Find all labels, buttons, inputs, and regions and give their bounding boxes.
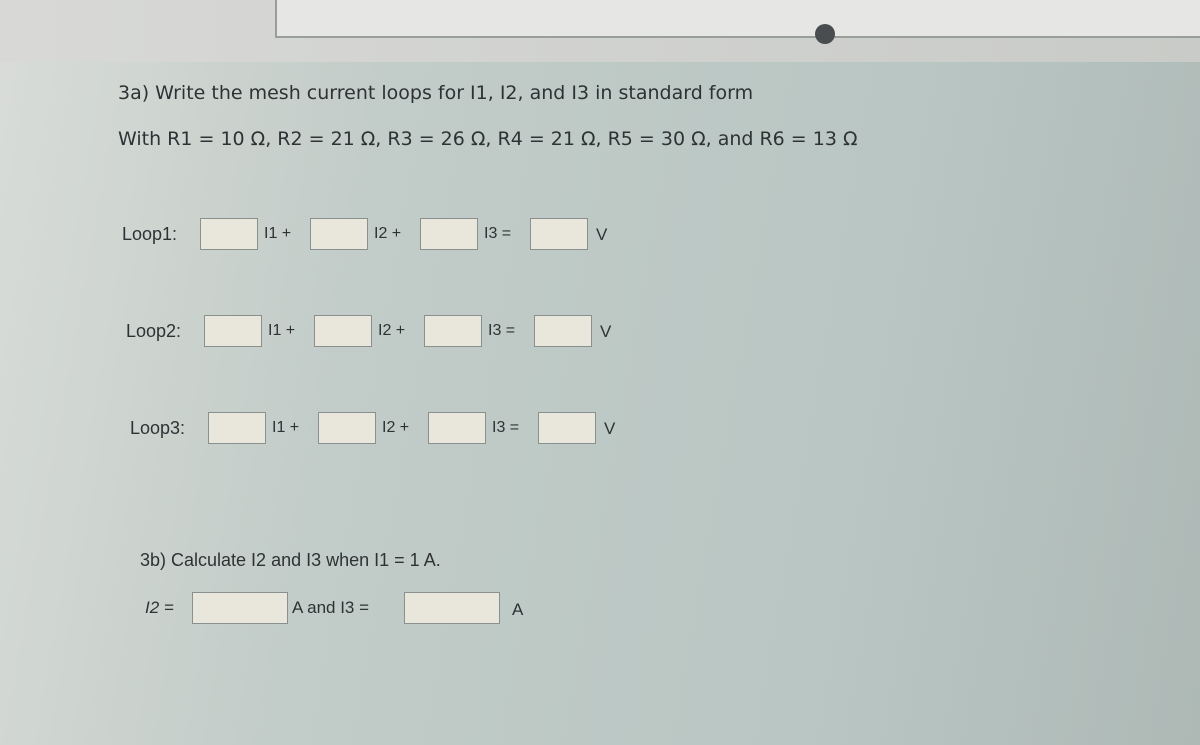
- coefficient-input[interactable]: [204, 315, 262, 347]
- part-b-middle: A and I3 =: [292, 598, 370, 617]
- given-values: With R1 = 10 Ω, R2 = 21 Ω, R3 = 26 Ω, R4…: [118, 128, 858, 150]
- coefficient-input[interactable]: [208, 412, 266, 444]
- coefficient-input[interactable]: [314, 315, 372, 347]
- unit-label: V: [604, 419, 616, 438]
- term-label: I1 +: [272, 419, 300, 436]
- term-label: I3 =: [484, 225, 512, 242]
- loop-label: Loop2:: [126, 321, 182, 341]
- loop-label: Loop1:: [122, 224, 178, 244]
- part-b-label: I2 =: [145, 598, 174, 617]
- term-label: I2 +: [378, 322, 406, 339]
- coefficient-input[interactable]: [420, 218, 478, 250]
- coefficient-input[interactable]: [424, 315, 482, 347]
- i3-input[interactable]: [404, 592, 500, 624]
- coefficient-input[interactable]: [428, 412, 486, 444]
- unit-label: V: [600, 322, 612, 341]
- term-label: I3 =: [488, 322, 516, 339]
- part-b-unit: A: [512, 600, 524, 619]
- term-label: I1 +: [264, 225, 292, 242]
- i2-input[interactable]: [192, 592, 288, 624]
- coefficient-input[interactable]: [530, 218, 588, 250]
- diagram-frame: [275, 0, 1200, 38]
- coefficient-input[interactable]: [534, 315, 592, 347]
- term-label: I2 +: [374, 225, 402, 242]
- loop-label: Loop3:: [130, 418, 186, 438]
- unit-label: V: [596, 225, 608, 244]
- heading: 3a) Write the mesh current loops for I1,…: [118, 82, 754, 104]
- coefficient-input[interactable]: [310, 218, 368, 250]
- diagram-node: [815, 24, 835, 44]
- coefficient-input[interactable]: [538, 412, 596, 444]
- term-label: I1 +: [268, 322, 296, 339]
- term-label: I3 =: [492, 419, 520, 436]
- coefficient-input[interactable]: [200, 218, 258, 250]
- part-b-heading: 3b) Calculate I2 and I3 when I1 = 1 A.: [140, 550, 441, 570]
- coefficient-input[interactable]: [318, 412, 376, 444]
- term-label: I2 +: [382, 419, 410, 436]
